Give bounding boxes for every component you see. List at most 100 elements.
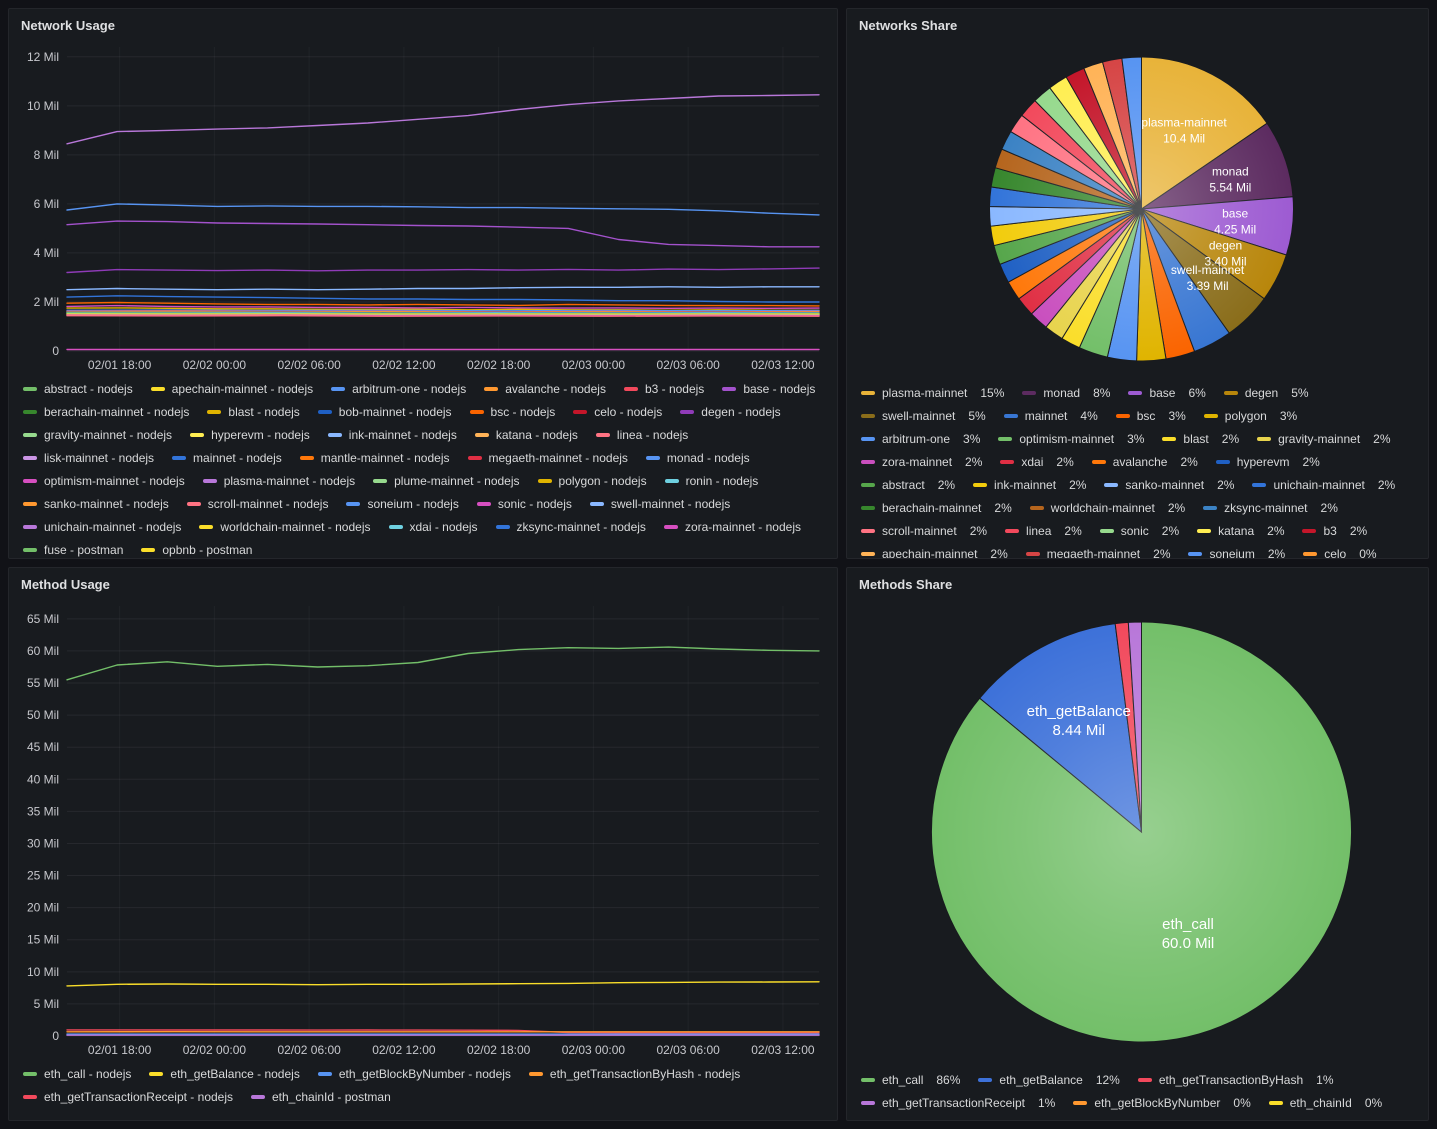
legend-item-abstract-nodejs[interactable]: abstract - nodejs	[23, 381, 133, 397]
method-usage-line-chart[interactable]: 0 5 Mil 10 Mil 15 Mil 20 Mil 25 Mil 30 Mil 35 M…	[17, 598, 825, 1060]
legend-item-sanko-mainnet[interactable]: sanko-mainnet 2%	[1104, 477, 1234, 493]
legend-item-sonic-nodejs[interactable]: sonic - nodejs	[476, 496, 572, 512]
legend-item-avalanche[interactable]: avalanche 2%	[1091, 454, 1198, 470]
legend-item-xdai-nodejs[interactable]: xdai - nodejs	[388, 519, 478, 535]
legend-item-polygon[interactable]: polygon 3%	[1203, 408, 1297, 424]
legend-item-ink-mainnet-nodejs[interactable]: ink-mainnet - nodejs	[327, 427, 457, 443]
legend-item-ronin-nodejs[interactable]: ronin - nodejs	[664, 473, 758, 489]
legend-item-eth-call-nodejs[interactable]: eth_call - nodejs	[23, 1066, 131, 1082]
legend-item-berachain-mainnet-nodejs[interactable]: berachain-mainnet - nodejs	[23, 404, 189, 420]
legend-item-blast[interactable]: blast 2%	[1162, 431, 1239, 447]
legend-item-gravity-mainnet[interactable]: gravity-mainnet 2%	[1257, 431, 1391, 447]
legend-item-swell-mainnet-nodejs[interactable]: swell-mainnet - nodejs	[589, 496, 730, 512]
legend-item-base-nodejs[interactable]: base - nodejs	[722, 381, 815, 397]
legend-item-sanko-mainnet-nodejs[interactable]: sanko-mainnet - nodejs	[23, 496, 169, 512]
legend-item-base[interactable]: base 6%	[1128, 385, 1206, 401]
legend-item-unichain-mainnet[interactable]: unichain-mainnet 2%	[1252, 477, 1395, 493]
legend-item-blast-nodejs[interactable]: blast - nodejs	[207, 404, 300, 420]
legend-item-hyperevm[interactable]: hyperevm 2%	[1215, 454, 1320, 470]
legend-item-b3[interactable]: b3 2%	[1302, 523, 1367, 539]
legend-item-mainnet[interactable]: mainnet 4%	[1003, 408, 1098, 424]
legend-item-optimism-mainnet[interactable]: optimism-mainnet 3%	[998, 431, 1144, 447]
legend-item-zora-mainnet-nodejs[interactable]: zora-mainnet - nodejs	[663, 519, 801, 535]
methods-share-pie-chart[interactable]: eth_call 60.0 Mil eth_getBalance 8.44 Mil	[855, 598, 1428, 1066]
legend-item-arbitrum-one[interactable]: arbitrum-one 3%	[861, 431, 980, 447]
legend-item-soneium-nodejs[interactable]: soneium - nodejs	[346, 496, 459, 512]
legend-item-fuse-postman[interactable]: fuse - postman	[23, 542, 123, 558]
legend-item-eth-chainid-postman[interactable]: eth_chainId - postman	[251, 1089, 391, 1105]
legend-item-worldchain-mainnet[interactable]: worldchain-mainnet 2%	[1029, 500, 1185, 516]
panel-title-methods-share[interactable]: Methods Share	[859, 577, 953, 592]
legend-item-plasma-mainnet-nodejs[interactable]: plasma-mainnet - nodejs	[202, 473, 355, 489]
legend-item-monad[interactable]: monad 8%	[1022, 385, 1110, 401]
legend-item-eth-gettransactionbyhash[interactable]: eth_getTransactionByHash 1%	[1137, 1072, 1334, 1088]
legend-item-megaeth-mainnet[interactable]: megaeth-mainnet 2%	[1025, 546, 1170, 558]
legend-item-bsc[interactable]: bsc 3%	[1115, 408, 1186, 424]
legend-item-mantle-mainnet-nodejs[interactable]: mantle-mainnet - nodejs	[299, 450, 450, 466]
legend-item-monad-nodejs[interactable]: monad - nodejs	[645, 450, 750, 466]
legend-item-lisk-mainnet-nodejs[interactable]: lisk-mainnet - nodejs	[23, 450, 154, 466]
legend-item-plasma-mainnet[interactable]: plasma-mainnet 15%	[861, 385, 1004, 401]
panel-title-networks-share[interactable]: Networks Share	[859, 18, 958, 33]
legend-item-eth-chainid[interactable]: eth_chainId 0%	[1268, 1095, 1382, 1111]
legend-item-apechain-mainnet-nodejs[interactable]: apechain-mainnet - nodejs	[150, 381, 313, 397]
legend-item-celo-nodejs[interactable]: celo - nodejs	[573, 404, 662, 420]
legend-item-hyperevm-nodejs[interactable]: hyperevm - nodejs	[190, 427, 310, 443]
legend-item-abstract[interactable]: abstract 2%	[861, 477, 955, 493]
legend-item-worldchain-mainnet-nodejs[interactable]: worldchain-mainnet - nodejs	[199, 519, 371, 535]
legend-item-eth-getbalance-nodejs[interactable]: eth_getBalance - nodejs	[149, 1066, 300, 1082]
legend-swatch	[1203, 414, 1218, 418]
legend-item-eth-getblockbynumber-nodejs[interactable]: eth_getBlockByNumber - nodejs	[317, 1066, 511, 1082]
networks-share-chart-area[interactable]: plasma-mainnet 10.4 Mil monad 5.54 Mil base 4…	[847, 39, 1428, 379]
legend-item-gravity-mainnet-nodejs[interactable]: gravity-mainnet - nodejs	[23, 427, 172, 443]
legend-item-scroll-mainnet[interactable]: scroll-mainnet 2%	[861, 523, 987, 539]
legend-item-degen-nodejs[interactable]: degen - nodejs	[680, 404, 781, 420]
legend-item-optimism-mainnet-nodejs[interactable]: optimism-mainnet - nodejs	[23, 473, 185, 489]
legend-item-eth-getblockbynumber[interactable]: eth_getBlockByNumber 0%	[1073, 1095, 1251, 1111]
legend-item-celo[interactable]: celo 0%	[1303, 546, 1377, 558]
legend-item-sonic[interactable]: sonic 2%	[1099, 523, 1179, 539]
legend-item-soneium[interactable]: soneium 2%	[1188, 546, 1285, 558]
legend-percent: 8%	[1093, 386, 1111, 400]
legend-item-swell-mainnet[interactable]: swell-mainnet 5%	[861, 408, 986, 424]
legend-item-megaeth-mainnet-nodejs[interactable]: megaeth-mainnet - nodejs	[467, 450, 628, 466]
legend-item-eth-gettransactionreceipt[interactable]: eth_getTransactionReceipt 1%	[861, 1095, 1055, 1111]
legend-item-linea-nodejs[interactable]: linea - nodejs	[595, 427, 688, 443]
legend-item-eth-getbalance[interactable]: eth_getBalance 12%	[978, 1072, 1120, 1088]
legend-item-ink-mainnet[interactable]: ink-mainnet 2%	[973, 477, 1086, 493]
legend-item-bsc-nodejs[interactable]: bsc - nodejs	[469, 404, 555, 420]
network-usage-line-chart[interactable]: 0 2 Mil 4 Mil 6 Mil 8 Mil 10 Mil 12 Mil 02/01 1…	[17, 39, 825, 375]
networks-share-pie-chart[interactable]: plasma-mainnet 10.4 Mil monad 5.54 Mil base 4…	[855, 39, 1428, 379]
legend-item-avalanche-nodejs[interactable]: avalanche - nodejs	[484, 381, 606, 397]
legend-item-degen[interactable]: degen 5%	[1223, 385, 1309, 401]
legend-item-berachain-mainnet[interactable]: berachain-mainnet 2%	[861, 500, 1012, 516]
legend-item-eth-gettransactionbyhash-nodejs[interactable]: eth_getTransactionByHash - nodejs	[528, 1066, 740, 1082]
legend-item-zksync-mainnet[interactable]: zksync-mainnet 2%	[1203, 500, 1338, 516]
legend-item-scroll-mainnet-nodejs[interactable]: scroll-mainnet - nodejs	[186, 496, 328, 512]
legend-item-linea[interactable]: linea 2%	[1005, 523, 1082, 539]
panel-title-method-usage[interactable]: Method Usage	[21, 577, 110, 592]
legend-item-unichain-mainnet-nodejs[interactable]: unichain-mainnet - nodejs	[23, 519, 181, 535]
legend-swatch	[1104, 483, 1119, 487]
legend-item-eth-gettransactionreceipt-nodejs[interactable]: eth_getTransactionReceipt - nodejs	[23, 1089, 233, 1105]
legend-item-mainnet-nodejs[interactable]: mainnet - nodejs	[172, 450, 282, 466]
legend-swatch	[1029, 506, 1044, 510]
methods-share-chart-area[interactable]: eth_call 60.0 Mil eth_getBalance 8.44 Mil	[847, 598, 1428, 1066]
network-usage-chart-area[interactable]: 0 2 Mil 4 Mil 6 Mil 8 Mil 10 Mil 12 Mil 02/01 1…	[9, 39, 837, 375]
legend-item-katana-nodejs[interactable]: katana - nodejs	[474, 427, 578, 443]
legend-item-polygon-nodejs[interactable]: polygon - nodejs	[537, 473, 647, 489]
legend-item-opbnb-postman[interactable]: opbnb - postman	[141, 542, 252, 558]
legend-item-plume-mainnet-nodejs[interactable]: plume-mainnet - nodejs	[373, 473, 520, 489]
method-usage-chart-area[interactable]: 0 5 Mil 10 Mil 15 Mil 20 Mil 25 Mil 30 Mil 35 M…	[9, 598, 837, 1060]
legend-item-bob-mainnet-nodejs[interactable]: bob-mainnet - nodejs	[317, 404, 452, 420]
legend-item-zora-mainnet[interactable]: zora-mainnet 2%	[861, 454, 982, 470]
legend-item-b3-nodejs[interactable]: b3 - nodejs	[623, 381, 704, 397]
legend-item-arbitrum-one-nodejs[interactable]: arbitrum-one - nodejs	[331, 381, 466, 397]
y-tick-label: 0	[52, 344, 59, 358]
legend-item-apechain-mainnet[interactable]: apechain-mainnet 2%	[861, 546, 1008, 558]
legend-item-zksync-mainnet-nodejs[interactable]: zksync-mainnet - nodejs	[495, 519, 646, 535]
legend-item-xdai[interactable]: xdai 2%	[1000, 454, 1074, 470]
legend-item-katana[interactable]: katana 2%	[1197, 523, 1284, 539]
panel-title-network-usage[interactable]: Network Usage	[21, 18, 115, 33]
legend-item-eth-call[interactable]: eth_call 86%	[861, 1072, 960, 1088]
